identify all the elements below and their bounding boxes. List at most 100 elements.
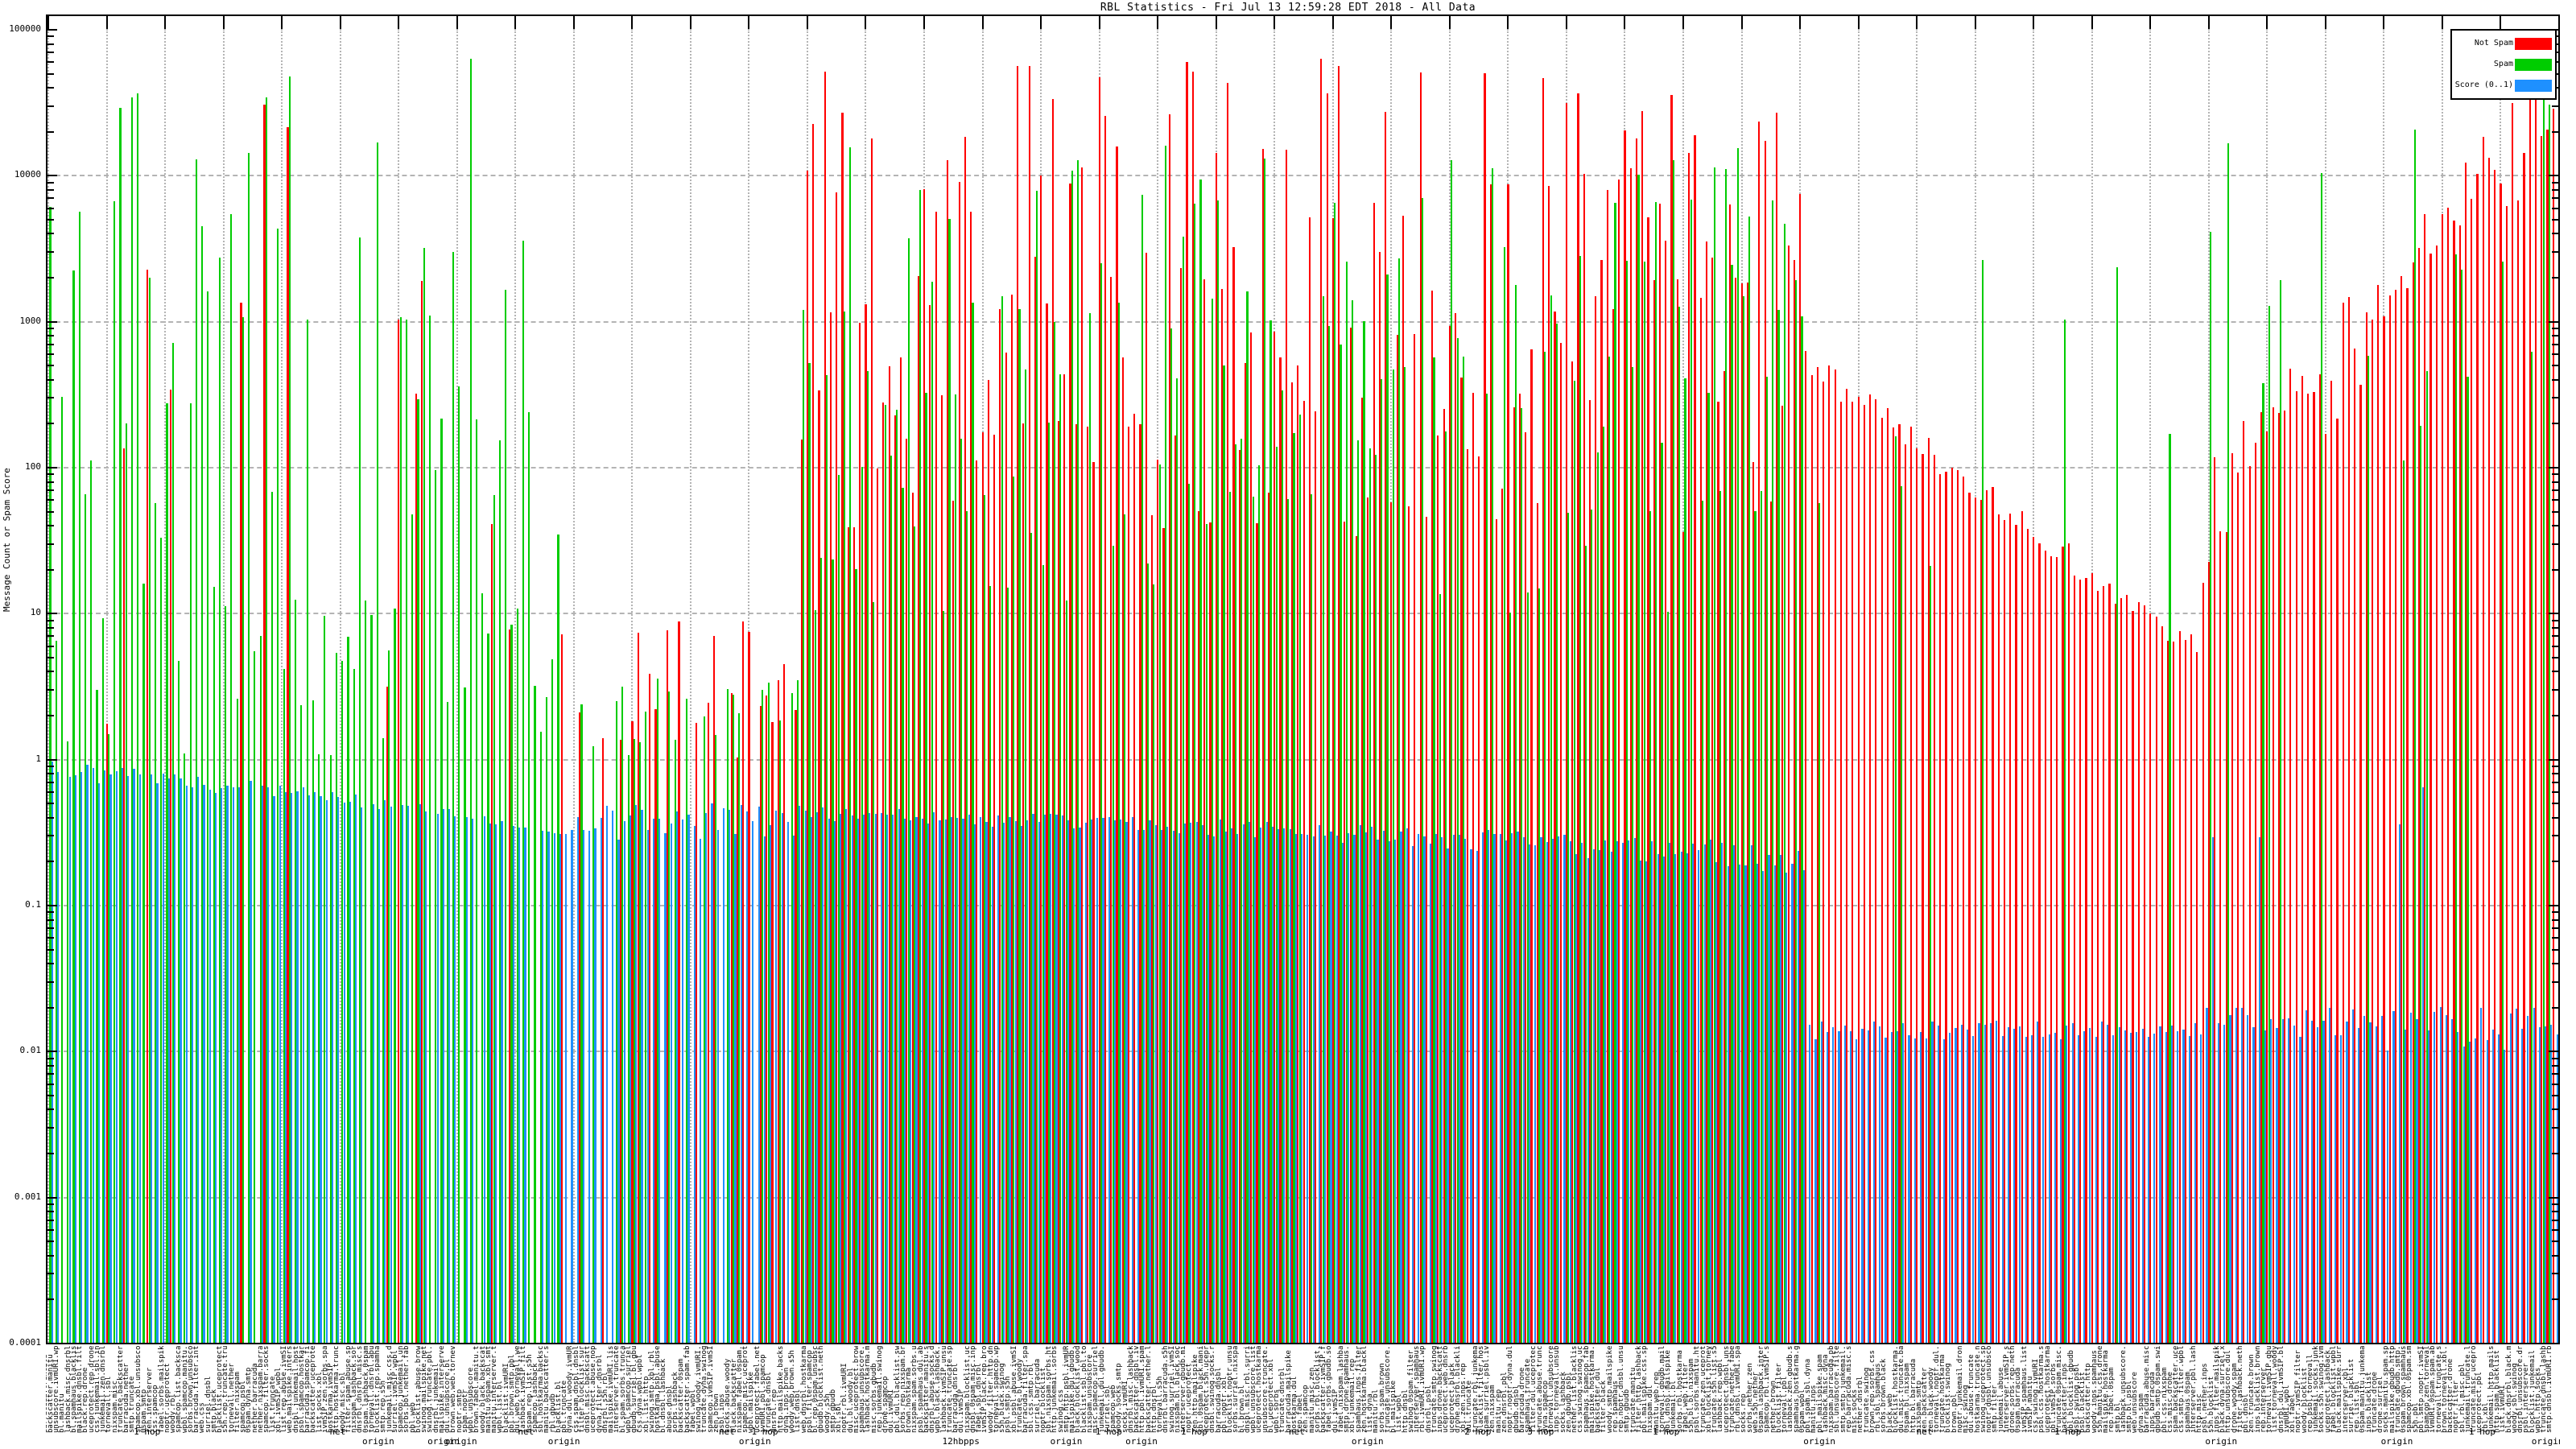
top-axis-tick xyxy=(456,16,458,29)
bar-not-spam xyxy=(1875,398,1877,1343)
y-axis-minor-tick xyxy=(2552,343,2558,345)
bar-not-spam xyxy=(1104,116,1107,1343)
y-axis-minor-tick xyxy=(47,335,54,337)
y-axis-minor-tick xyxy=(2552,1273,2558,1275)
bar-not-spam xyxy=(1571,361,1574,1343)
bar-score xyxy=(1540,836,1542,1343)
y-axis-tick xyxy=(47,1196,57,1199)
bar-score xyxy=(1377,839,1379,1343)
bar-score xyxy=(343,803,345,1343)
bar-score xyxy=(1773,865,1776,1343)
bar-spam xyxy=(230,213,233,1343)
bar-score xyxy=(646,830,649,1343)
bar-spam xyxy=(1625,261,1629,1343)
bar-score xyxy=(1335,835,1338,1343)
y-axis-minor-tick xyxy=(47,765,54,767)
top-axis-tick xyxy=(2266,16,2268,29)
bar-spam xyxy=(703,716,705,1343)
bar-score xyxy=(2392,1011,2395,1343)
bar-score xyxy=(1890,1032,1893,1343)
bar-score xyxy=(600,817,602,1343)
bar-spam xyxy=(1404,366,1406,1343)
bar-not-spam xyxy=(1168,114,1170,1343)
bar-score xyxy=(2066,1026,2068,1343)
bar-score xyxy=(2037,1022,2039,1343)
bar-not-spam xyxy=(1378,252,1381,1343)
bar-score xyxy=(1359,825,1361,1343)
bar-score xyxy=(1388,840,1391,1343)
bar-not-spam xyxy=(1191,71,1194,1343)
bar-not-spam xyxy=(1373,202,1375,1343)
bar-not-spam xyxy=(2114,603,2116,1343)
bar-score xyxy=(1113,819,1117,1343)
bar-not-spam xyxy=(759,705,762,1343)
top-axis-tick xyxy=(1157,16,1159,29)
bar-score xyxy=(1219,819,1221,1343)
bar-spam xyxy=(738,713,741,1343)
bar-spam xyxy=(1445,431,1447,1343)
bar-not-spam xyxy=(2342,302,2344,1343)
bar-spam xyxy=(1217,200,1220,1343)
bar-spam xyxy=(207,291,209,1343)
bar-spam xyxy=(814,610,816,1343)
bar-not-spam xyxy=(398,320,400,1343)
bar-not-spam xyxy=(1717,401,1719,1343)
y-axis-minor-tick xyxy=(2552,773,2558,775)
bar-not-spam xyxy=(870,138,873,1343)
bar-score xyxy=(1096,817,1099,1343)
y-axis-minor-tick xyxy=(47,543,54,545)
bar-score xyxy=(729,810,731,1343)
bar-spam xyxy=(686,698,688,1343)
bar-spam xyxy=(1655,201,1657,1343)
bar-score xyxy=(2182,1030,2185,1343)
y-axis-minor-tick xyxy=(2552,1228,2558,1231)
top-axis-tick xyxy=(689,16,691,29)
y-axis-minor-tick xyxy=(2552,803,2558,805)
bar-score xyxy=(2509,1013,2512,1343)
y-axis-minor-tick xyxy=(47,861,54,863)
bar-not-spam xyxy=(970,211,972,1343)
x-axis-label-fragment: 1 hop xyxy=(1653,1426,1680,1437)
bar-score xyxy=(588,831,591,1343)
bar-score xyxy=(1131,816,1133,1343)
y-axis-minor-tick xyxy=(2552,105,2558,107)
bar-score xyxy=(1592,849,1595,1343)
bar-spam xyxy=(435,470,437,1343)
bar-not-spam xyxy=(1997,514,2000,1343)
bar-score xyxy=(542,831,544,1343)
bar-not-spam xyxy=(1331,217,1334,1343)
bar-not-spam xyxy=(1823,382,1825,1343)
bar-score xyxy=(1073,828,1075,1343)
bar-score xyxy=(2533,1007,2535,1343)
y-axis-minor-tick xyxy=(47,61,54,64)
bar-not-spam xyxy=(1904,444,1906,1343)
bar-spam xyxy=(528,411,530,1343)
bar-spam xyxy=(67,741,69,1343)
bar-not-spam xyxy=(1274,332,1276,1343)
bar-spam xyxy=(1368,448,1371,1343)
bar-not-spam xyxy=(1495,518,1498,1343)
bar-not-spam xyxy=(696,722,698,1343)
bar-not-spam xyxy=(1326,93,1328,1343)
x-axis-label-fragment: net xyxy=(518,1426,535,1437)
bar-score xyxy=(1978,1022,1980,1343)
y-axis-minor-tick xyxy=(2552,197,2558,200)
bar-score xyxy=(2550,1024,2553,1343)
bar-score xyxy=(1563,834,1566,1343)
bar-not-spam xyxy=(1484,73,1486,1343)
bar-not-spam xyxy=(2126,594,2128,1343)
bar-score xyxy=(2229,1014,2231,1343)
y-axis-minor-tick xyxy=(47,473,54,476)
bar-spam xyxy=(1298,415,1301,1343)
bar-spam xyxy=(2425,371,2428,1343)
bar-not-spam xyxy=(777,679,779,1343)
bar-spam xyxy=(142,584,145,1343)
bar-spam xyxy=(1293,433,1295,1343)
bar-score xyxy=(682,819,684,1343)
bar-score xyxy=(1201,824,1203,1343)
y-axis-title: Message Count or Spam Score xyxy=(2,468,12,612)
y-axis-minor-tick xyxy=(2552,1203,2558,1205)
bar-spam xyxy=(1894,436,1897,1343)
bar-score xyxy=(675,811,679,1343)
bar-not-spam xyxy=(415,393,418,1343)
